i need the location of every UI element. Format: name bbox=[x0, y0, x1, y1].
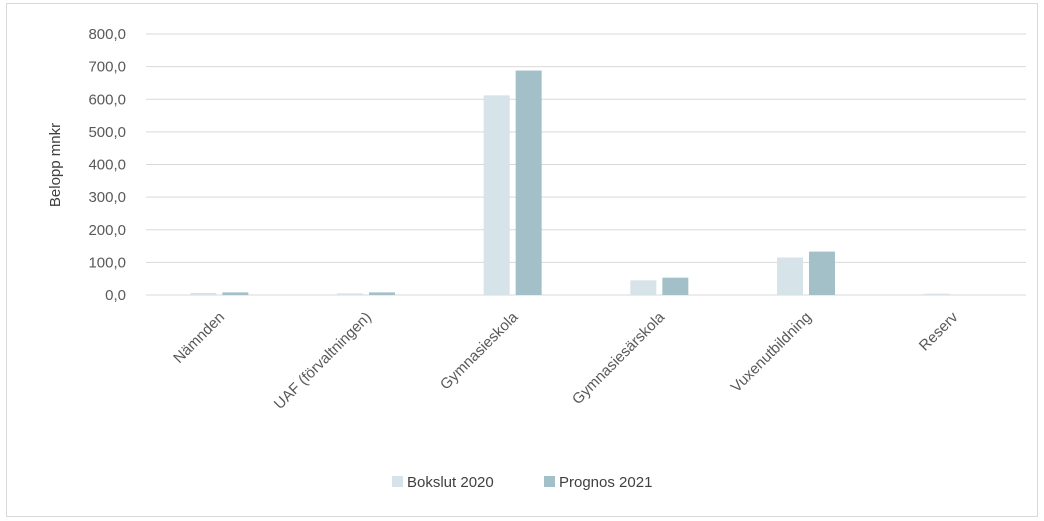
bar-prognos-2021 bbox=[369, 292, 395, 295]
y-tick-label: 300,0 bbox=[88, 189, 126, 206]
bar-bokslut-2020 bbox=[923, 293, 950, 295]
y-tick-label: 100,0 bbox=[88, 254, 126, 271]
y-tick-label: 400,0 bbox=[88, 157, 126, 174]
bar-prognos-2021 bbox=[809, 251, 835, 295]
bar-bokslut-2020 bbox=[337, 293, 363, 295]
legend: Bokslut 2020 Prognos 2021 bbox=[392, 474, 652, 491]
category-label: Reserv bbox=[916, 308, 962, 354]
category-labels: Nämnden UAF (förvaltningen) Gymnasieskola G… bbox=[170, 308, 962, 412]
legend-label: Prognos 2021 bbox=[559, 474, 652, 491]
bars bbox=[190, 70, 950, 296]
legend-swatch bbox=[544, 476, 555, 487]
y-tick-label: 700,0 bbox=[88, 59, 126, 76]
bar-bokslut-2020 bbox=[483, 95, 510, 296]
category-label: Nämnden bbox=[170, 309, 228, 367]
bar-prognos-2021 bbox=[515, 70, 542, 295]
bar-prognos-2021 bbox=[222, 292, 249, 295]
bar-bokslut-2020 bbox=[777, 257, 803, 295]
bar-bokslut-2020 bbox=[630, 280, 657, 295]
legend-label: Bokslut 2020 bbox=[407, 474, 494, 491]
y-tick-label: 0,0 bbox=[105, 287, 126, 304]
y-tick-label: 200,0 bbox=[88, 222, 126, 239]
y-axis-title: Belopp mnkr bbox=[47, 123, 64, 207]
category-label: Gymnasieskola bbox=[437, 308, 522, 393]
category-label: Gymnasiesärskola bbox=[569, 308, 669, 408]
bar-prognos-2021 bbox=[662, 277, 689, 295]
legend-swatch bbox=[392, 476, 403, 487]
category-label: UAF (förvaltningen) bbox=[271, 309, 375, 413]
y-tick-labels: 0,0 100,0 200,0 300,0 400,0 500,0 600,0 700,0 80… bbox=[88, 26, 126, 304]
gridlines bbox=[146, 33, 1026, 296]
y-tick-label: 600,0 bbox=[88, 91, 126, 108]
category-label: Vuxenutbildning bbox=[728, 309, 815, 396]
y-tick-label: 500,0 bbox=[88, 124, 126, 141]
y-tick-label: 800,0 bbox=[88, 26, 126, 43]
bar-bokslut-2020 bbox=[190, 293, 217, 295]
